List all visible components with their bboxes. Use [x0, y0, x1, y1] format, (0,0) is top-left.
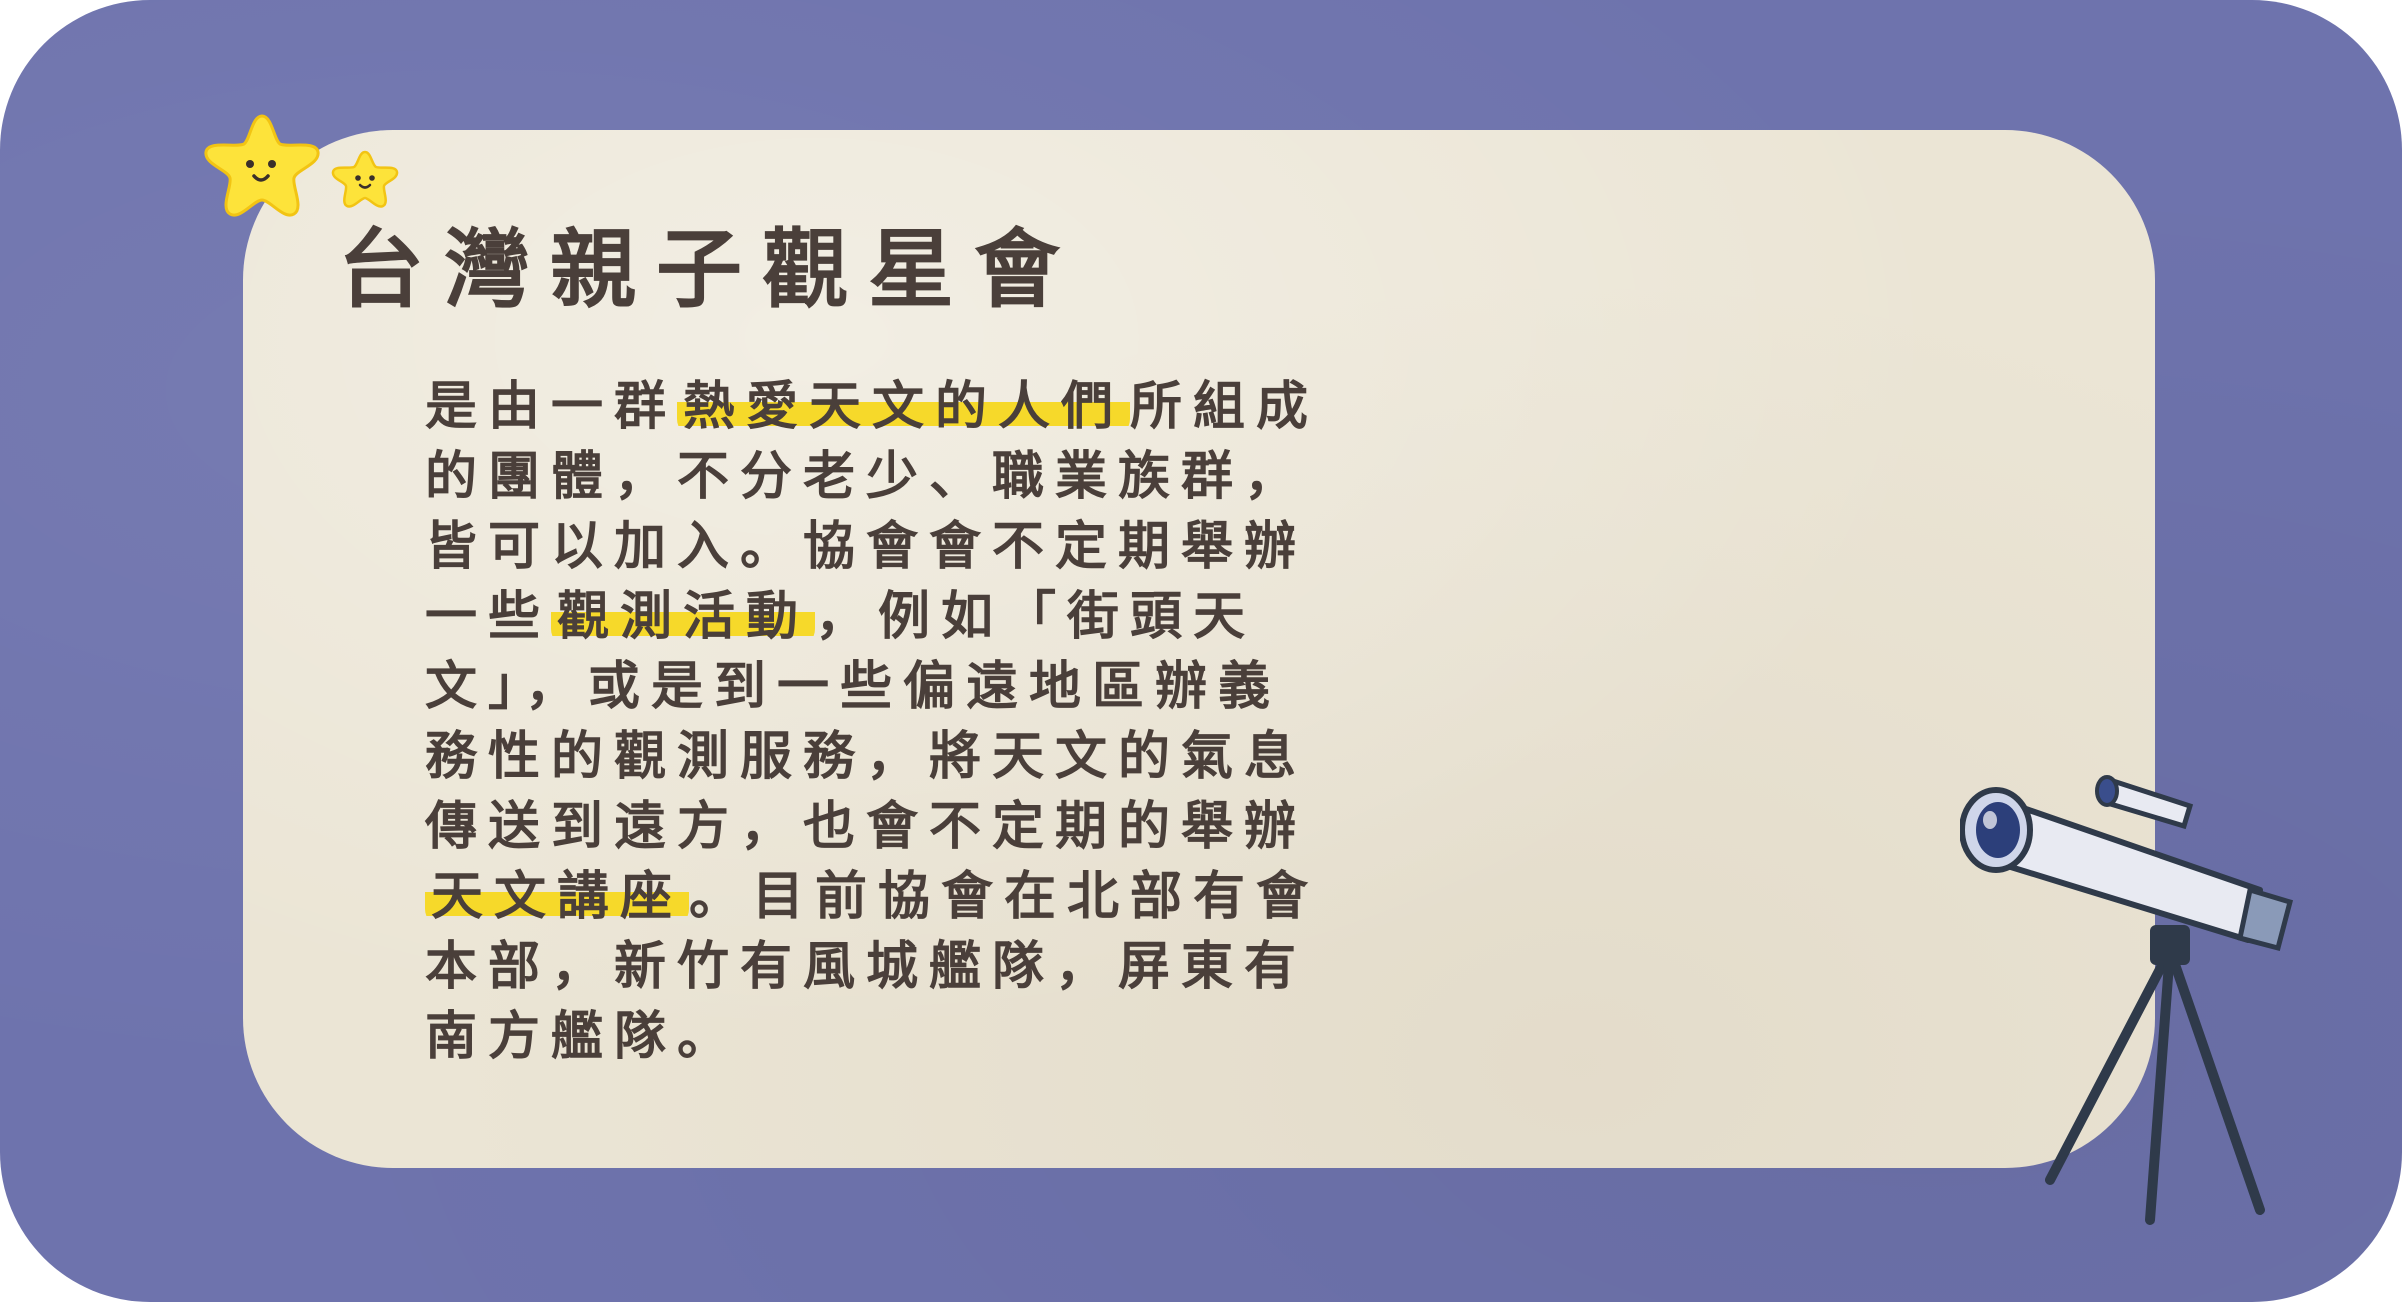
highlight: 天文講座: [425, 867, 690, 927]
text-line: 是由一群 熱愛天文的人們 所組成: [425, 377, 1320, 437]
text-line: 務性的觀測服務，將天文的氣息: [425, 727, 1308, 787]
text-line: 本部，新竹有風城艦隊，屏東有: [425, 937, 1308, 997]
star-face-icon: [204, 114, 320, 217]
page-title: 台灣親子觀星會: [338, 220, 1080, 320]
text-line: 文」，或是到一些偏遠地區辦義: [425, 657, 1282, 717]
text-line: 傳送到遠方，也會不定期的舉辦: [425, 797, 1308, 857]
highlight: 觀測活動: [551, 587, 816, 647]
small-star-face-icon: [331, 150, 399, 208]
text-line: 一些 觀測活動 ，例如「街頭天: [425, 587, 1257, 647]
body-text: 是由一群 熱愛天文的人們 所組成 的團體，不分老少、職業族群， 皆可以加入。協會會不…: [425, 372, 1985, 1072]
text-line: 天文講座 。目前協會在北部有會: [425, 862, 1985, 932]
text-line: 的團體，不分老少、職業族群，: [425, 447, 1308, 507]
highlight: 熱愛天文的人們: [677, 377, 1131, 437]
text-line: 皆可以加入。協會會不定期舉辦: [425, 517, 1308, 577]
text-line: 南方艦隊。: [425, 1007, 741, 1067]
content-card: [243, 130, 2155, 1168]
telescope-icon: [1960, 775, 2294, 1225]
